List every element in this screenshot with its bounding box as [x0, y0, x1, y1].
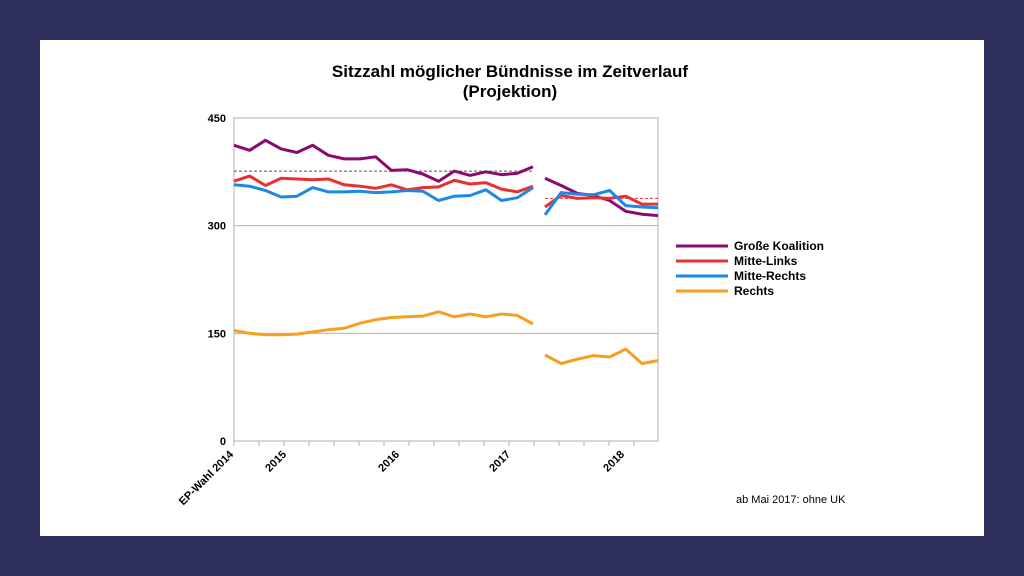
- y-tick-label: 0: [220, 436, 226, 448]
- y-tick-label: 450: [208, 113, 226, 125]
- y-tick-label: 150: [208, 328, 226, 340]
- series-line: [233, 174, 534, 194]
- series-line: [233, 138, 534, 183]
- legend-label: Rechts: [734, 284, 774, 298]
- x-tick-label: 2016: [376, 449, 402, 475]
- series-line: [543, 189, 659, 216]
- chart-title: Sitzzahl möglicher Bündnisse im Zeitverl…: [331, 62, 689, 81]
- x-tick-label: 2017: [487, 449, 513, 475]
- slide: Sitzzahl möglicher Bündnisse im Zeitverl…: [40, 40, 984, 536]
- plot-area: [233, 117, 659, 442]
- legend-label: Mitte-Rechts: [734, 269, 806, 283]
- x-tick-label: 2015: [263, 449, 289, 475]
- series-line: [544, 194, 658, 209]
- x-tick-label: EP-Wahl 2014: [177, 448, 237, 508]
- legend-label: Große Koalition: [734, 239, 824, 253]
- chart: 0 150 300 450 EP-Wahl 2014 2015 2016 2017 2018 Gr…: [177, 113, 824, 508]
- chart-note: ab Mai 2017: ohne UK: [736, 494, 846, 506]
- series-line: [544, 347, 659, 365]
- series-line: [233, 183, 534, 202]
- legend-label: Mitte-Links: [734, 254, 798, 268]
- y-tick-label: 300: [208, 221, 226, 233]
- x-tick-label: 2018: [601, 449, 627, 475]
- chart-subtitle: (Projektion): [462, 82, 558, 101]
- series-line: [233, 310, 534, 337]
